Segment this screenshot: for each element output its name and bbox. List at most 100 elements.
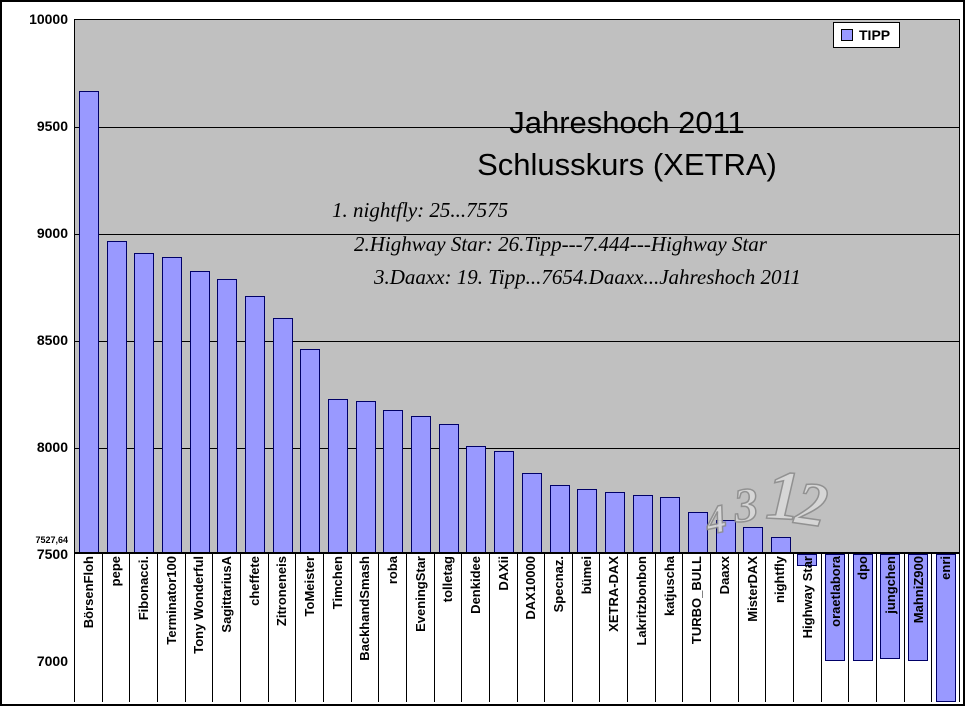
category-cell: Specnaz. — [545, 554, 573, 702]
category-label-wrap: enri — [932, 556, 959, 580]
category-label-wrap: EveningStar — [407, 556, 434, 632]
category-label: TURBO_BULL — [689, 556, 705, 645]
y-axis-label: 8500 — [36, 332, 68, 348]
annotation-rank-3: 3.Daaxx: 19. Tipp...7654.Daaxx...Jahresh… — [374, 265, 801, 289]
category-label-wrap: pepe — [103, 556, 130, 586]
category-label-wrap: nightfly — [766, 556, 793, 603]
category-cell: Highway Star — [794, 554, 822, 702]
gridline — [75, 234, 959, 235]
category-cell: BörsenFloh — [74, 554, 103, 702]
category-label: BackhandSmash — [357, 556, 373, 661]
category-label-wrap: Timchen — [324, 556, 351, 609]
category-label: ToMeister — [302, 556, 318, 617]
category-label: jungchen — [882, 556, 898, 614]
category-label: Daaxx — [716, 556, 732, 595]
bar — [328, 399, 348, 553]
legend: TIPP — [833, 22, 901, 48]
category-cell: pepe — [103, 554, 131, 702]
bar — [494, 451, 514, 553]
category-label: Zitroneneis — [274, 556, 290, 627]
category-cell: DAXii — [490, 554, 518, 702]
category-label: cheffete — [246, 556, 262, 606]
category-label-wrap: Daaxx — [711, 556, 738, 594]
category-label-wrap: katjuscha — [656, 556, 683, 616]
category-label: EveningStar — [412, 556, 428, 632]
y-axis-label: 8000 — [36, 439, 68, 455]
category-cell: Fibonacci. — [130, 554, 158, 702]
bar — [107, 241, 127, 553]
category-cell: katjuscha — [656, 554, 684, 702]
category-label: Highway Star — [799, 556, 815, 639]
category-label-wrap: Highway Star — [794, 556, 821, 638]
category-label: Fibonacci. — [136, 556, 152, 621]
category-label-wrap: BackhandSmash — [352, 556, 379, 661]
bar-below-axis — [935, 554, 956, 702]
gridline — [75, 341, 959, 342]
bar-below-axis — [825, 554, 846, 661]
category-label-wrap: Lakritzbonbon — [628, 556, 655, 646]
category-label: oraetlabora — [827, 556, 843, 627]
category-label-wrap: DAX10000 — [518, 556, 545, 620]
rank-digit-3: 3 — [730, 477, 761, 534]
category-label: tolletag — [440, 556, 456, 603]
category-label: MisterDAX — [744, 556, 760, 622]
y-axis-label: 7000 — [36, 653, 68, 669]
bar — [273, 318, 293, 553]
category-label: nightfly — [772, 556, 788, 603]
y-axis-label: 10000 — [29, 11, 68, 27]
category-label-wrap: Terminator100 — [158, 556, 185, 645]
annotation-rank-2: 2.Highway Star: 26.Tipp---7.444---Highwa… — [354, 232, 767, 256]
category-cell: ToMeister — [296, 554, 324, 702]
category-label-wrap: MisterDAX — [739, 556, 766, 622]
bar-below-axis — [852, 554, 873, 661]
y-axis-label: 9500 — [36, 118, 68, 134]
category-label-wrap: Zitroneneis — [269, 556, 296, 626]
category-label-wrap: MahniZ900 — [905, 556, 932, 623]
bar — [300, 349, 320, 553]
bar — [217, 279, 237, 553]
bar — [79, 91, 99, 553]
category-label: SagittariusA — [219, 556, 235, 633]
bar-below-axis — [908, 554, 929, 661]
category-cell: SagittariusA — [213, 554, 241, 702]
category-cell: Lakritzbonbon — [628, 554, 656, 702]
category-label-wrap: DAXii — [490, 556, 517, 591]
category-label: DAXii — [495, 556, 511, 591]
bar — [383, 410, 403, 553]
bar — [633, 495, 653, 553]
category-label: Timchen — [329, 556, 345, 610]
bar — [605, 492, 625, 553]
category-label-wrap: XETRA-DAX — [600, 556, 627, 632]
category-label-wrap: dpo — [849, 556, 876, 580]
category-label-wrap: Tony Wonderful — [186, 556, 213, 654]
category-cell: enri — [932, 554, 960, 702]
y-axis-label: 9000 — [36, 225, 68, 241]
bar — [162, 257, 182, 553]
category-label: enri — [938, 556, 954, 580]
category-cell: oraetlabora — [822, 554, 850, 702]
category-cell: TURBO_BULL — [683, 554, 712, 702]
category-cell: Denkidee — [462, 554, 490, 702]
bar-below-axis — [797, 554, 818, 566]
category-label: Specnaz. — [550, 556, 566, 613]
category-label: BörsenFloh — [80, 556, 96, 629]
category-cell: jungchen — [877, 554, 905, 702]
bar — [356, 401, 376, 553]
title-line-1: Jahreshoch 2011 — [509, 105, 745, 140]
legend-label: TIPP — [859, 27, 891, 43]
category-label-wrap: bümei — [573, 556, 600, 594]
category-label-wrap: tolletag — [435, 556, 462, 602]
y-axis-label: 7500 — [36, 546, 68, 562]
bar — [190, 271, 210, 553]
category-label: XETRA-DAX — [606, 556, 622, 632]
category-cell: bümei — [573, 554, 601, 702]
category-label-wrap: Fibonacci. — [130, 556, 157, 620]
category-label-wrap: BörsenFloh — [75, 556, 102, 628]
axis-extra-label: 7527,64 — [35, 535, 68, 545]
category-cell: Zitroneneis — [269, 554, 297, 702]
category-label: katjuscha — [661, 556, 677, 616]
category-label: DAX10000 — [523, 556, 539, 620]
category-cell: MisterDAX — [739, 554, 767, 702]
category-label-wrap: SagittariusA — [213, 556, 240, 633]
